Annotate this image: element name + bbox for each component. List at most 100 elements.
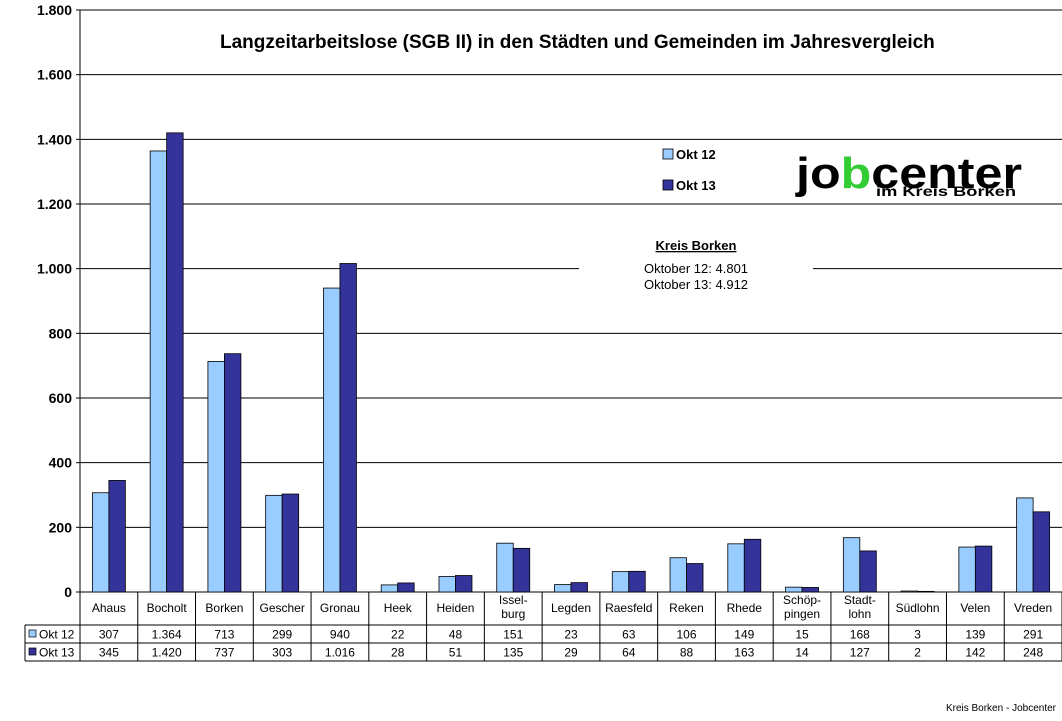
bar-okt12	[554, 584, 572, 593]
table-value: 48	[449, 628, 463, 642]
table-value: 291	[1023, 628, 1043, 642]
table-value: 2	[914, 646, 921, 660]
y-tick-label: 1.800	[37, 2, 72, 18]
category-label: Gronau	[320, 601, 360, 615]
jobcenter-logo: jo bcenter im Kreis Borken	[795, 149, 1022, 199]
table-value: 51	[449, 646, 463, 660]
bar-okt13	[397, 582, 415, 593]
table-value: 163	[734, 646, 754, 660]
logo-wordmark: jo bcenter	[795, 149, 1022, 198]
bar-okt13	[281, 493, 300, 593]
bar-okt12	[958, 546, 976, 593]
table-value: 63	[622, 628, 636, 642]
table-value: 22	[391, 628, 405, 642]
table-value: 303	[272, 646, 292, 660]
table-value: 713	[214, 628, 234, 642]
table-value: 1.420	[152, 646, 182, 660]
y-axis: 0 200 400 600 800 1.000 1.200 1.400 1.600 1.800	[37, 2, 1062, 600]
bar-okt13	[628, 570, 646, 593]
table-value: 106	[677, 628, 697, 642]
table-value: 15	[795, 628, 809, 642]
table-value: 29	[564, 646, 578, 660]
category-label: Legden	[551, 601, 591, 615]
bar-okt12	[727, 543, 745, 593]
bar-okt13	[224, 353, 242, 593]
table-value: 737	[214, 646, 234, 660]
table-value: 23	[564, 628, 578, 642]
bar-okt13	[455, 575, 473, 593]
table-value: 14	[795, 646, 809, 660]
y-tick-label: 800	[49, 325, 73, 341]
chart-title: Langzeitarbeitslose (SGB II) in den Städ…	[220, 32, 935, 53]
category-label: Bocholt	[147, 601, 188, 615]
category-label: Rhede	[727, 601, 763, 615]
logo-subline: im Kreis Borken	[876, 183, 1016, 199]
bar-okt12	[669, 557, 687, 593]
category-label: lohn	[848, 607, 871, 621]
bar-okt13	[743, 538, 762, 593]
table-value: 940	[330, 628, 350, 642]
table-value: 299	[272, 628, 292, 642]
bar-okt12	[380, 584, 399, 593]
annotation-line-okt13: Oktober 13: 4.912	[644, 277, 748, 292]
bar-okt13	[801, 587, 819, 593]
table-value: 28	[391, 646, 405, 660]
gridlines	[80, 9, 1062, 528]
table-legend-swatch	[28, 629, 37, 638]
category-label: Heiden	[436, 601, 474, 615]
bar-okt12	[1016, 497, 1034, 593]
bar-okt12	[842, 537, 861, 593]
category-label: Heek	[384, 601, 413, 615]
category-label: burg	[501, 607, 525, 621]
table-value: 149	[734, 628, 754, 642]
bar-okt13	[974, 545, 993, 593]
bar-okt12	[91, 492, 110, 593]
bar-okt12	[496, 542, 514, 593]
annotation-line-okt12: Oktober 12: 4.801	[644, 261, 748, 276]
bars	[91, 132, 1051, 593]
legend: Okt 12 Okt 13	[662, 147, 716, 193]
category-label: Stadt-	[844, 593, 876, 607]
bar-okt13	[339, 263, 357, 593]
bar-okt12	[323, 287, 341, 593]
bar-okt13	[166, 132, 184, 593]
table-legend-swatch	[28, 647, 37, 656]
table-value: 307	[99, 628, 119, 642]
bar-okt12	[265, 494, 283, 593]
bar-okt12	[785, 586, 803, 593]
bar-okt13	[917, 590, 935, 593]
table-value: 64	[622, 646, 636, 660]
bar-okt12	[207, 361, 225, 593]
annotation-box	[579, 236, 813, 298]
bar-okt12	[438, 576, 456, 593]
y-tick-label: 400	[49, 455, 73, 471]
legend-label-okt13: Okt 13	[676, 178, 716, 193]
y-tick-label: 1.600	[37, 67, 72, 83]
category-label: Issel-	[499, 593, 528, 607]
kreis-borken-annotation: Kreis Borken Oktober 12: 4.801 Oktober 1…	[579, 236, 813, 298]
category-label: Raesfeld	[605, 601, 652, 615]
table-value: 139	[965, 628, 985, 642]
table-value: 142	[965, 646, 985, 660]
table-series-label: Okt 13	[39, 646, 75, 660]
table-value: 127	[850, 646, 870, 660]
table-value: 1.016	[325, 646, 355, 660]
bar-okt13	[570, 582, 588, 593]
category-label: Schöp-	[783, 593, 821, 607]
table-value: 1.364	[152, 628, 182, 642]
bar-okt12	[900, 590, 918, 593]
bar-okt13	[1032, 511, 1051, 593]
category-label: Südlohn	[896, 601, 940, 615]
y-tick-label: 200	[49, 519, 73, 535]
bar-okt12	[611, 571, 630, 593]
category-label: Gescher	[259, 601, 304, 615]
category-label: pingen	[784, 607, 820, 621]
category-label: Reken	[669, 601, 704, 615]
annotation-heading: Kreis Borken	[656, 238, 737, 253]
table-value: 135	[503, 646, 523, 660]
category-label: Velen	[960, 601, 990, 615]
bar-okt13	[686, 563, 704, 593]
y-tick-label: 1.400	[37, 131, 72, 147]
category-label: Borken	[205, 601, 243, 615]
